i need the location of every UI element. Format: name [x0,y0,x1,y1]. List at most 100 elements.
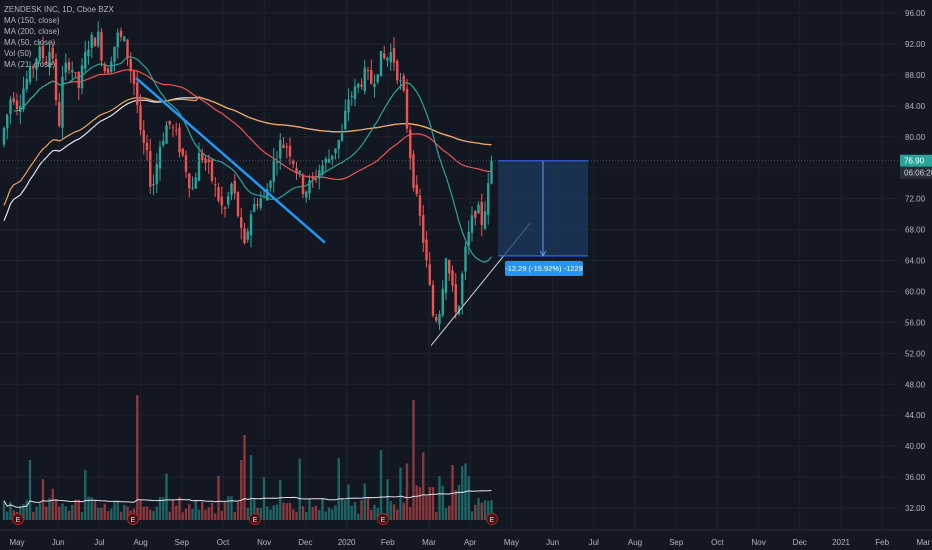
legend-title[interactable]: ZENDESK INC, 1D, Cboe BZX [4,5,114,14]
volume-bar [142,506,145,520]
volume-bar [204,509,207,520]
candle-body [142,130,145,143]
candle-body [480,201,483,225]
candle-body [194,177,197,189]
candle-body [240,217,243,228]
candle-body [246,231,249,240]
volume-bar [58,506,61,520]
candle-body [435,316,438,321]
volume-bar [38,503,41,520]
volume-bar [324,511,327,520]
volume-bar [386,479,389,520]
time-tick-label: Dec [298,538,312,547]
volume-ma-path [3,490,492,508]
candle-body [441,288,444,316]
candle-body [84,51,87,69]
volume-bar [298,458,301,520]
candle-body [363,67,366,92]
candle-body [311,176,314,179]
time-tick-label: Mar [422,538,436,547]
volume-bar [197,509,201,520]
volume-bar [9,501,12,520]
volume-bar [363,483,366,520]
time-axis[interactable]: May Jun Jul Aug Sep Oct Nov Dec 2020 Feb Mar Apr May… [0,529,932,547]
volume-bar [340,497,344,520]
volume-bar [402,502,405,520]
volume-bar [451,465,454,520]
legend-ma21[interactable]: MA (21, close) [4,60,56,69]
candle-body [217,186,220,201]
volume-bar [288,503,292,520]
drawings[interactable]: -12.29 (-15.92%) -1229 [135,77,588,346]
candle-body [136,82,139,105]
candle-body [74,72,77,74]
volume-bar [379,450,383,520]
time-tick-label: Mar [917,538,931,547]
candle-body [344,110,347,130]
time-tick-label: 2021 [832,538,850,547]
candle-body [210,159,214,181]
candle-body [337,140,340,150]
legend-ma150[interactable]: MA (150, close) [4,16,60,25]
candle-body [80,65,84,89]
candle-body [266,188,269,201]
candle-body [22,88,25,110]
candle-body [236,192,240,217]
volume-bar [438,476,441,520]
volume-bar [236,501,240,520]
price-axis[interactable]: 96.0092.0088.0084.0080.0076.0072.0068.00… [898,0,932,550]
measure-label-bg [505,261,583,276]
legend-ma50[interactable]: MA (50, close) [4,38,56,47]
volume-bar [405,463,409,520]
candle-body [233,180,236,194]
volume-bar [321,498,324,520]
candle-body [483,211,487,229]
candle-body [116,32,119,48]
candle-body [71,69,74,73]
candle-body [191,187,194,189]
volume-bar [126,506,129,520]
candle-body [402,75,405,91]
time-tick-label: Apr [464,538,477,547]
volume-bar [207,507,210,520]
candle-body [201,152,204,161]
candle-body [331,155,334,160]
volume-bar [301,506,305,520]
volume-bar [100,507,103,520]
volume-bar [74,499,77,520]
current-price-label: 76.90 [904,157,925,166]
earnings-marker-label: E [253,517,258,524]
legend-vol[interactable]: Vol (50) [4,49,32,58]
candle-body [152,184,155,186]
earnings-marker [377,513,389,525]
candle-body [399,80,402,82]
candle-body [188,173,191,189]
volume-bar [223,500,227,520]
candle-body [295,168,298,174]
time-tick-label: Feb [875,538,889,547]
candle-body [386,57,389,61]
candle-body [431,284,435,316]
volume-bar [178,496,181,520]
candle-body [379,50,383,77]
legend-ma200[interactable]: MA (200, close) [4,27,60,36]
volume-bar [184,508,188,520]
candle-body [373,83,376,88]
volume-bar [155,506,158,520]
candle-body [58,102,61,126]
volume-bar [353,502,357,520]
candle-body [347,99,350,113]
candle-body [106,68,110,74]
volume-bar [282,502,285,520]
volume-bar [93,500,97,520]
volume-bar [116,500,119,520]
volume-bar [249,455,253,520]
candle-body [269,181,272,188]
volume-bar [22,504,25,520]
price-tick-label: 92.00 [905,40,926,49]
time-tick-label: Dec [793,538,807,547]
candle-body [158,146,162,169]
volume-bar [28,460,32,520]
